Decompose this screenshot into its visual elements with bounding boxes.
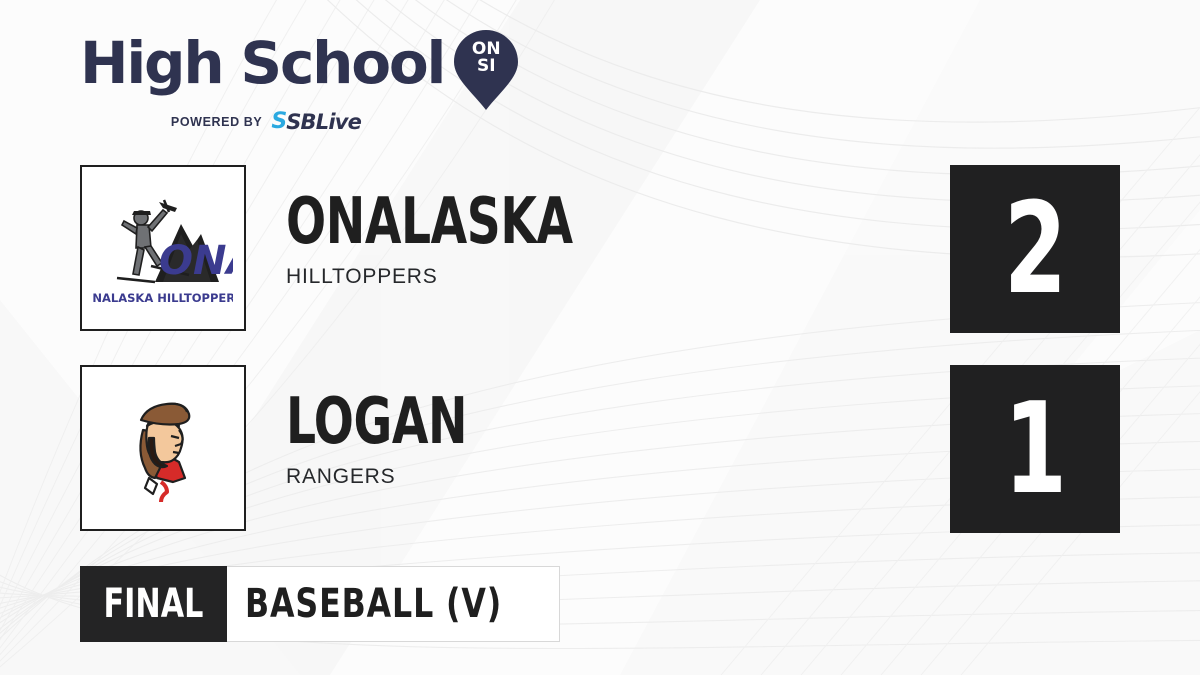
- team-info: ONALASKA HILLTOPPERS: [286, 185, 636, 289]
- onalaska-hilltoppers-logo: ONA ONALASKA HILLTOPPERS: [83, 178, 257, 318]
- team-info: LOGAN RANGERS: [286, 385, 507, 489]
- svg-text:ONA: ONA: [159, 238, 233, 284]
- team-score: 2: [1003, 175, 1067, 322]
- onalaska-logo-caption: ONALASKA HILLTOPPERS: [93, 291, 233, 305]
- team-name: LOGAN: [286, 385, 468, 459]
- team-row: ONA ONALASKA HILLTOPPERS ONALASKA HILLTO…: [80, 165, 1120, 335]
- brand-title: High School: [80, 29, 446, 97]
- team-mascot: RANGERS: [286, 465, 396, 488]
- team-logo-box: ONA ONALASKA HILLTOPPERS: [80, 165, 257, 331]
- pin-label-si: SI: [476, 56, 496, 76]
- pin-label-on: ON: [471, 39, 501, 59]
- team-row: LOGAN RANGERS 1: [80, 365, 1120, 535]
- logan-rangers-logo-icon: [139, 402, 191, 503]
- logan-rangers-logo: [93, 378, 233, 518]
- powered-by-row: POWERED BY S SBL ive: [80, 109, 452, 134]
- status-label: FINAL: [103, 581, 204, 627]
- brand-logo: High School ON SI POWERED BY S SBL ive: [80, 29, 519, 134]
- status-badge: FINAL: [80, 566, 227, 642]
- game-status-bar: FINAL BASEBALL (V): [80, 566, 561, 642]
- team-score-box: 1: [950, 365, 1120, 533]
- sblive-wordmark-bold: SBL: [286, 110, 329, 134]
- brand-title-row: High School ON SI: [80, 29, 519, 110]
- sblive-logo: S SBL ive: [271, 109, 362, 134]
- sport-label: BASEBALL (V): [245, 581, 503, 627]
- team-mascot: HILLTOPPERS: [286, 265, 438, 288]
- map-pin-shape-icon: [454, 30, 519, 110]
- on-si-pin-icon: ON SI: [454, 30, 519, 110]
- powered-by-label: POWERED BY: [170, 115, 263, 129]
- team-score: 1: [1003, 375, 1067, 522]
- onalaska-hilltoppers-logo-icon: ONA ONALASKA HILLTOPPERS: [83, 199, 257, 305]
- team-score-box: 2: [950, 165, 1120, 333]
- sblive-s-mark-icon: S: [271, 109, 287, 134]
- team-logo-box: [80, 365, 246, 531]
- sblive-wordmark-light: ive: [328, 110, 362, 134]
- team-name: ONALASKA: [286, 185, 573, 259]
- sport-panel: BASEBALL (V): [227, 566, 561, 642]
